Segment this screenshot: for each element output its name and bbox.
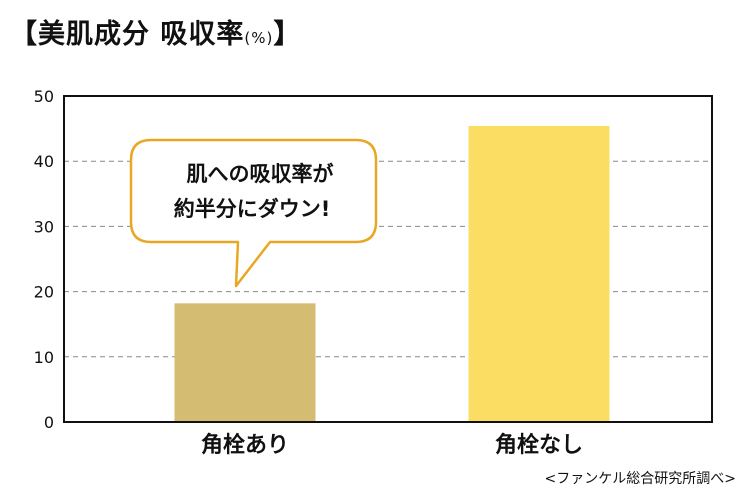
y-tick-label-20: 20 xyxy=(34,283,54,302)
category-label-2: 角栓なし xyxy=(495,432,583,458)
category-label-1: 角栓あり xyxy=(201,432,289,458)
callout-bubble: 肌への吸収率が 約半分にダウン! xyxy=(129,138,378,288)
title-unit: (%) xyxy=(244,29,274,47)
y-tick-label-30: 30 xyxy=(34,217,54,236)
source-note: <ファンケル総合研究所調べ> xyxy=(544,471,736,487)
chart-title: 【美肌成分 吸収率(%)】 xyxy=(10,12,301,51)
title-main: 美肌成分 吸収率 xyxy=(38,19,245,50)
y-tick-label-0: 0 xyxy=(44,413,54,432)
y-tick-label-10: 10 xyxy=(34,348,54,367)
callout-line-1: 肌への吸収率が xyxy=(187,162,334,186)
callout-line-2: 約半分にダウン! xyxy=(174,197,331,221)
plot-frame xyxy=(63,95,713,423)
bar-1 xyxy=(174,303,316,422)
y-tick-label-50: 50 xyxy=(34,87,54,106)
title-open-bracket: 【 xyxy=(10,19,38,50)
y-axis-ticks: 0 10 20 30 40 50 xyxy=(34,87,54,432)
callout-shape xyxy=(129,138,378,288)
bars xyxy=(174,125,610,422)
y-tick-label-40: 40 xyxy=(34,152,54,171)
x-axis-categories: 角栓あり 角栓なし xyxy=(201,432,583,458)
title-close-bracket: 】 xyxy=(273,19,302,50)
bar-2 xyxy=(468,125,610,422)
